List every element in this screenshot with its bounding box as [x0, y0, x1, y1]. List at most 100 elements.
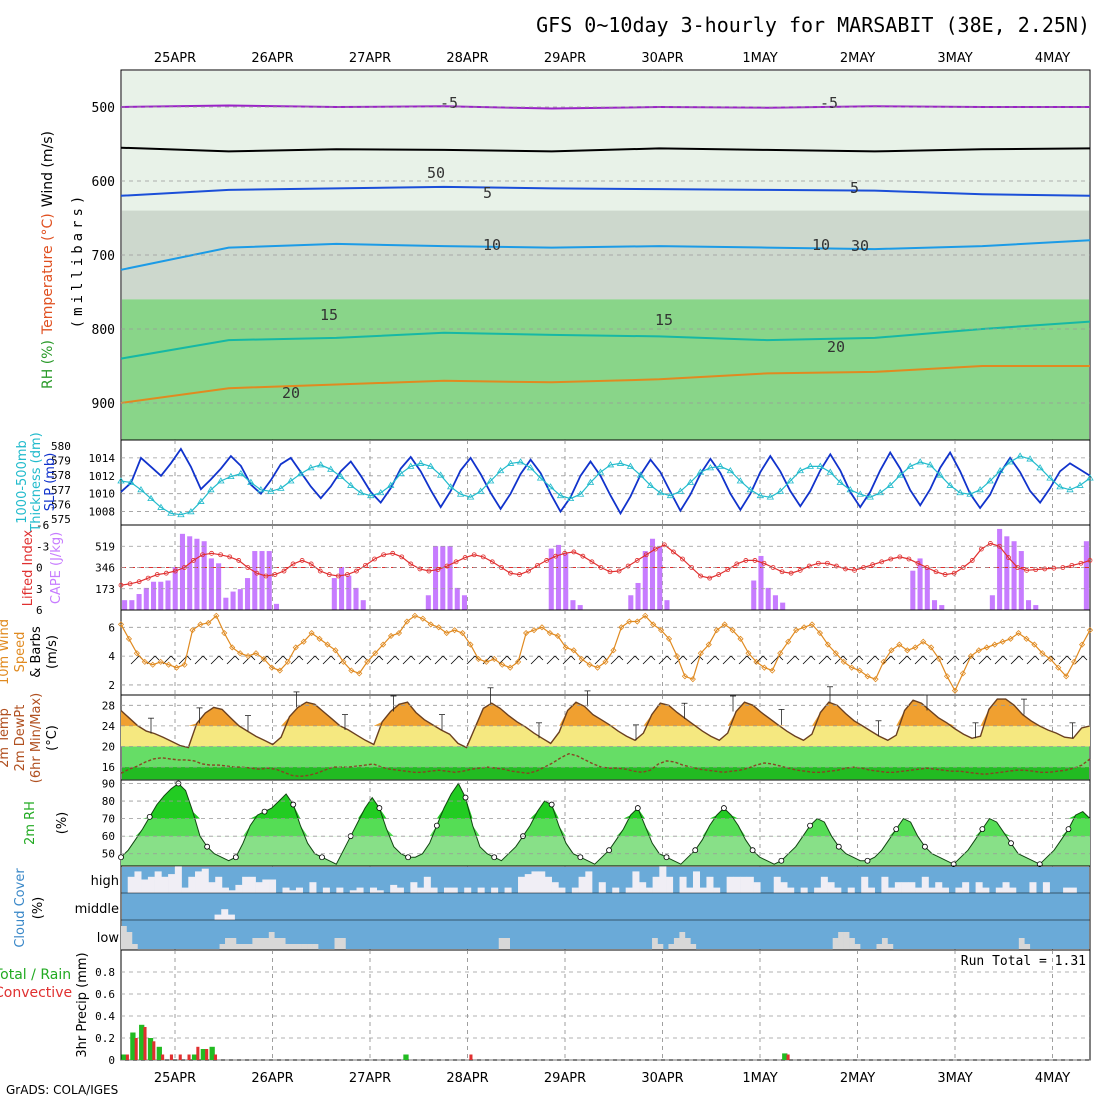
cloud-bar	[713, 887, 721, 893]
precip-total-bar	[147, 1038, 154, 1060]
rh-marker	[893, 826, 900, 833]
wind-speed-marker	[125, 635, 133, 642]
thickness-marker	[656, 488, 665, 496]
thickness-marker	[836, 478, 844, 485]
thickness-marker	[966, 490, 974, 497]
contour-label: -5	[440, 94, 458, 112]
cloud-bar	[935, 882, 943, 893]
slp-tick-label: 1008	[89, 506, 116, 519]
cape-bar	[751, 580, 757, 610]
cloud-bar	[242, 876, 250, 893]
cloud-bar	[921, 876, 929, 893]
cloud-bar	[504, 887, 512, 893]
rh-marker	[778, 857, 785, 864]
wind-speed-marker	[467, 641, 474, 648]
wind-speed-marker	[149, 661, 156, 668]
li-marker	[788, 570, 794, 576]
wind-speed-marker	[411, 612, 418, 619]
cloud-bar	[336, 887, 344, 893]
thickness-marker	[796, 466, 805, 474]
wind-speed-marker	[848, 664, 855, 671]
wind-speed-marker	[300, 638, 307, 645]
cloud-bar	[686, 887, 694, 893]
thickness-marker	[197, 497, 205, 504]
cape-bar	[136, 594, 142, 610]
cloud-bar	[585, 871, 593, 893]
li-marker	[616, 568, 622, 574]
wind-barb	[642, 655, 652, 665]
li-marker	[227, 554, 233, 560]
cape-bar	[454, 587, 460, 610]
li-marker	[553, 553, 559, 559]
wind-speed-marker	[594, 664, 601, 671]
thickness-marker	[906, 462, 914, 469]
wind-barb-flag	[730, 655, 736, 661]
wind-barb	[706, 655, 716, 665]
wind-barb-flag	[362, 655, 368, 661]
wind-barb-flag	[394, 655, 400, 661]
wind-barb-flag	[426, 655, 432, 661]
wind-speed-marker	[523, 629, 530, 637]
cloud-bar	[307, 944, 313, 950]
isotherm-line	[120, 239, 1091, 271]
cloud-bar	[248, 876, 256, 893]
wind-speed-marker	[570, 647, 577, 654]
thickness-marker	[696, 468, 705, 475]
li-marker	[761, 560, 767, 566]
wind-speed-marker	[793, 627, 800, 634]
li-marker	[888, 556, 894, 562]
precip-panel: 0 0.2 0.4 0.6 0.8 Run Total = 1.31 Total / Rai…	[0, 949, 1091, 1067]
cloud-bar	[673, 938, 680, 950]
li-marker	[118, 582, 124, 588]
cloud-bar	[356, 887, 364, 893]
li-marker	[978, 546, 984, 552]
wind-barb-flag	[826, 655, 832, 661]
thickness-marker	[766, 493, 775, 500]
slp-tick-label: 1012	[89, 470, 116, 483]
thickness-marker	[636, 471, 645, 478]
cloud-bar	[376, 890, 384, 893]
wind-barb-flag	[858, 655, 864, 661]
li-marker	[335, 573, 341, 579]
thickness-marker	[886, 481, 894, 488]
wind-speed-marker	[340, 658, 347, 665]
bottom-date-label: 2MAY	[840, 1071, 875, 1086]
wind-barb	[450, 655, 460, 665]
thickness-marker	[317, 461, 325, 468]
thickness-tick-label: 579	[51, 455, 71, 468]
wind-speed-marker	[650, 621, 657, 628]
chart-panels: -5 -55 510 10151520203050500600700800900RH …	[0, 69, 1094, 1067]
slp-ylabel-line: Thickness (dm)	[29, 432, 44, 532]
li-marker	[661, 542, 667, 548]
cloud-bar	[235, 944, 242, 950]
wind-speed-marker	[721, 621, 728, 628]
cape-bar	[555, 544, 562, 610]
cloud-bar	[706, 876, 714, 893]
precip-convective-bar	[469, 1054, 473, 1060]
top-date-label: 4MAY	[1035, 51, 1070, 66]
li-marker	[707, 575, 713, 581]
li-marker	[254, 570, 260, 576]
thickness-marker	[736, 477, 745, 484]
cape-bar	[997, 528, 1003, 610]
cloud-bar	[854, 944, 861, 950]
cape-bar	[570, 600, 576, 610]
cloud-bar	[827, 882, 835, 893]
cloud-bar	[843, 932, 850, 950]
cloud-bar	[228, 890, 236, 893]
precip-total-bar	[191, 1054, 198, 1060]
cloud-bar	[188, 876, 196, 893]
rh-marker	[922, 843, 928, 850]
cape-bar	[266, 551, 272, 610]
cloud-bar	[598, 882, 606, 893]
wind-ylabel-line: & Barbs	[29, 626, 44, 678]
li-marker	[236, 558, 242, 563]
bottom-date-label: 3MAY	[937, 1071, 972, 1086]
wind-speed-marker	[832, 650, 839, 657]
thickness-marker	[267, 487, 275, 494]
wind-speed-marker	[904, 647, 911, 654]
li-marker	[1051, 565, 1057, 571]
cape-panel: 6 3 0 -3 -6 173 346 519 Lifted Index CAPE (J/kg)	[21, 519, 1093, 617]
cloud-bar	[279, 938, 286, 950]
